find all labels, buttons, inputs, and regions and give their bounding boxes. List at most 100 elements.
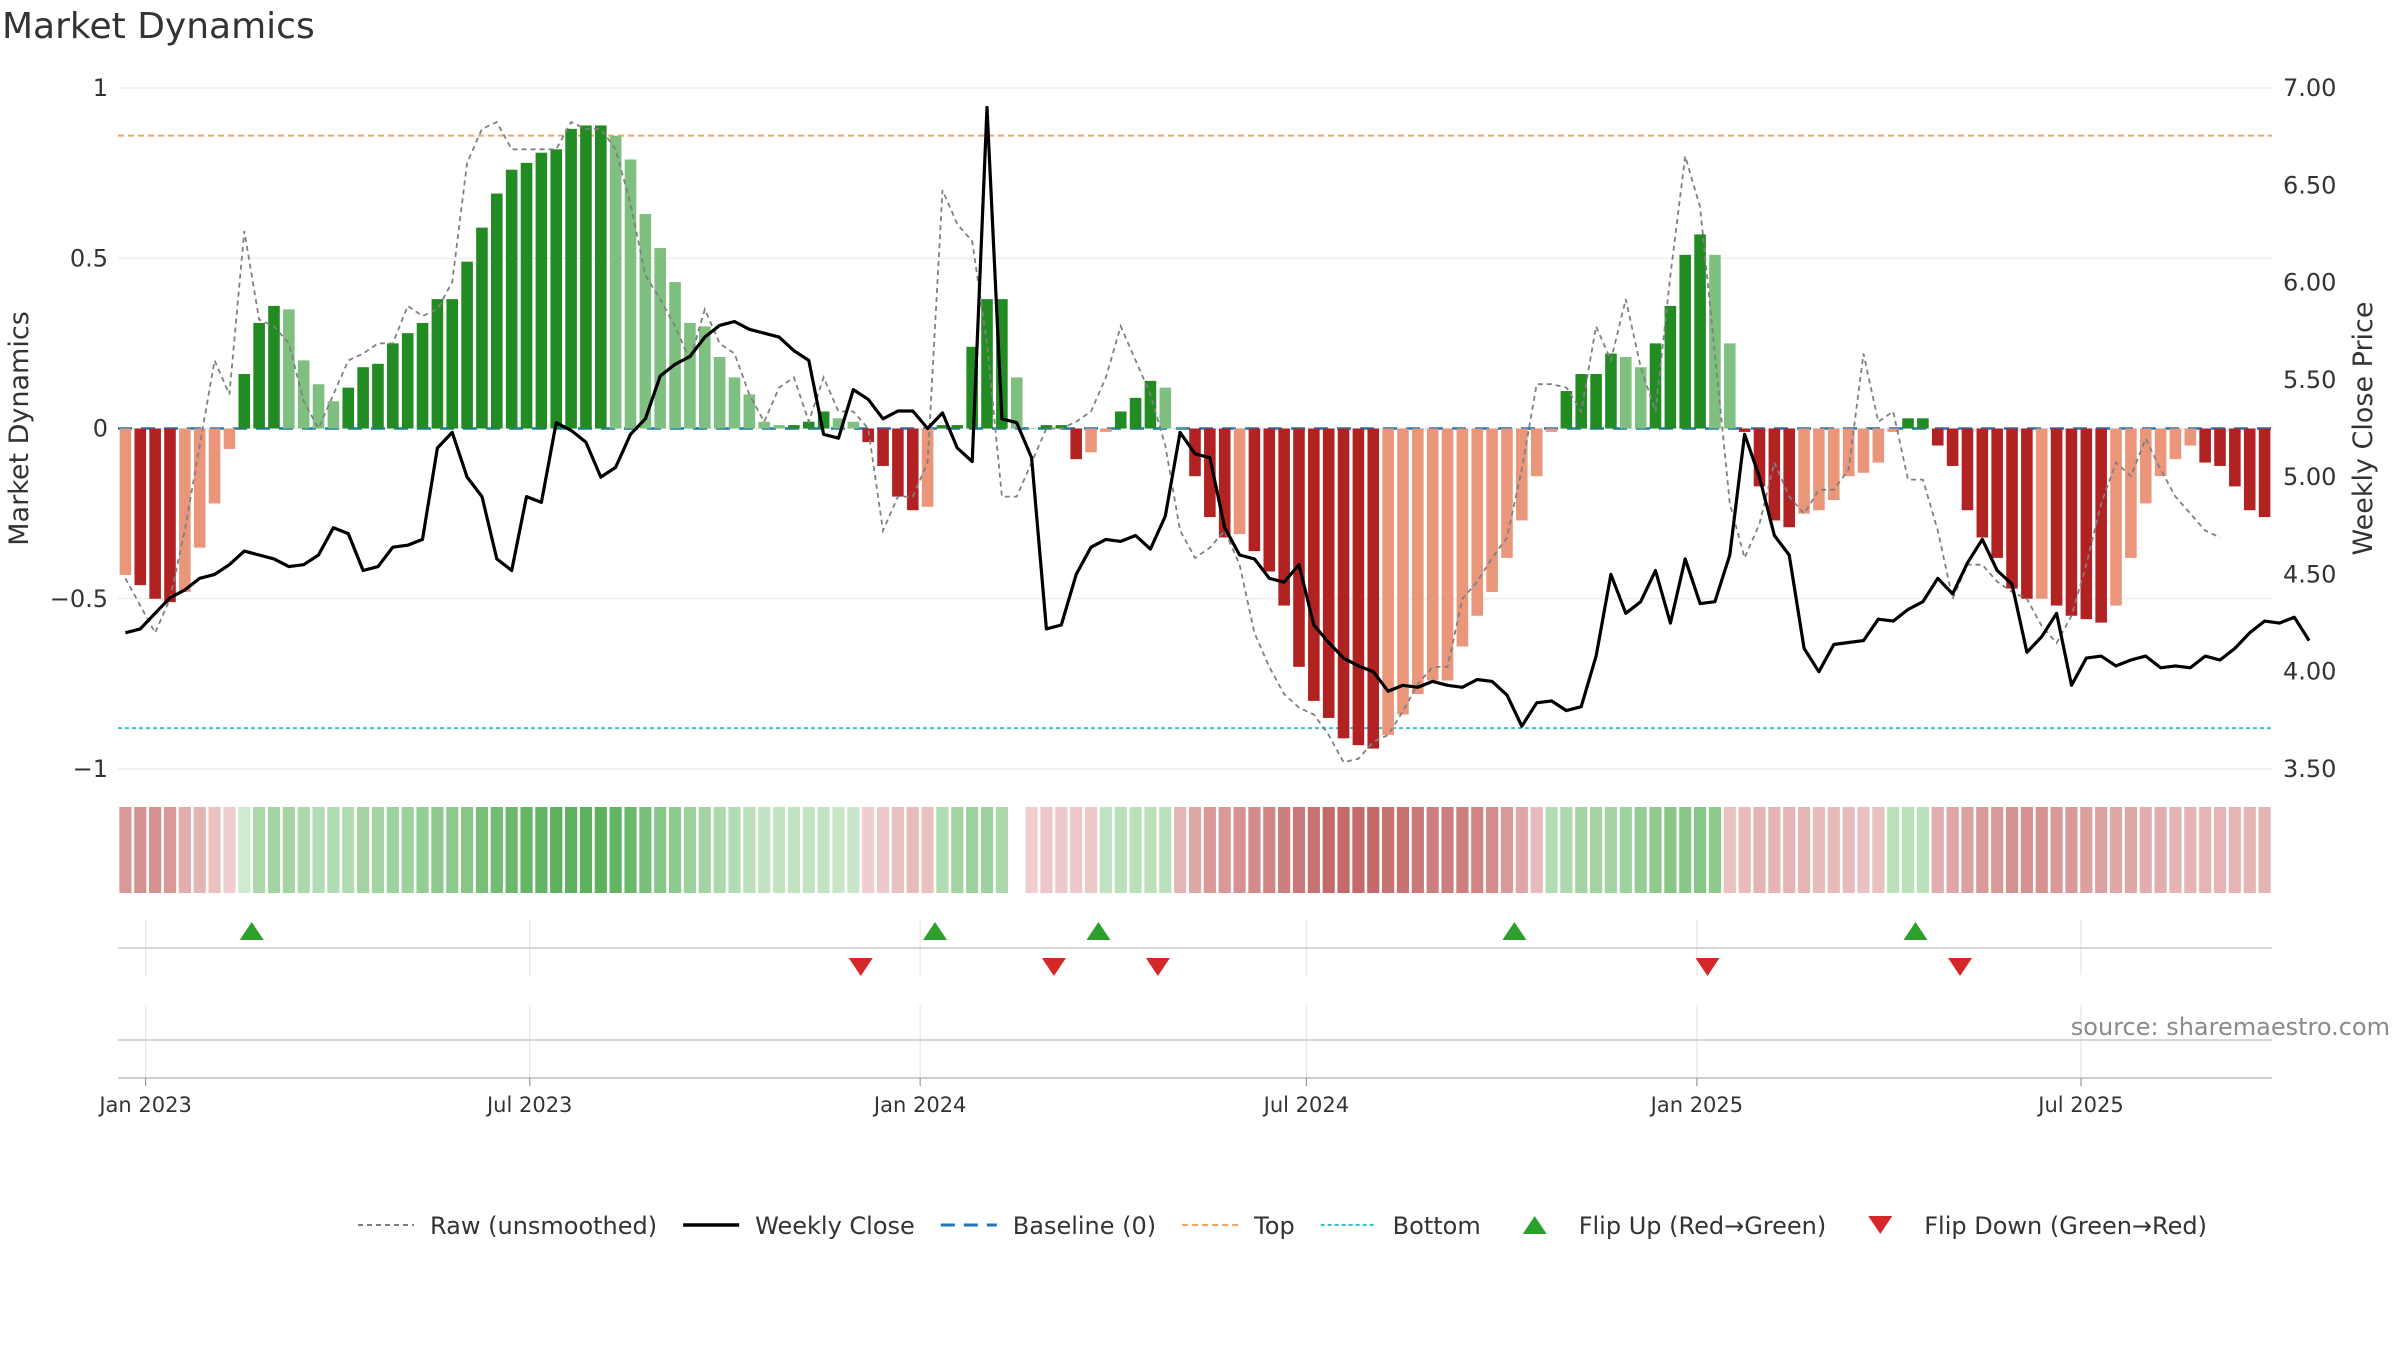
regime-cell — [1025, 807, 1038, 893]
bar — [1560, 391, 1573, 429]
flip-up-marker — [1502, 922, 1527, 940]
flip-markers — [239, 922, 1973, 976]
flip-up-marker — [1086, 922, 1111, 940]
chart-title: Market Dynamics — [2, 6, 315, 47]
bar — [312, 384, 325, 429]
regime-cell — [758, 807, 771, 893]
regime-cell — [1723, 807, 1736, 893]
bar — [1308, 428, 1320, 701]
regime-cell — [1931, 807, 1944, 893]
regime-cell — [1872, 807, 1885, 893]
regime-cell — [1857, 807, 1870, 893]
raw-series — [124, 120, 2221, 764]
bar — [609, 135, 622, 429]
legend-swatch — [1868, 1216, 1893, 1234]
x-tick-label: Jan 2023 — [97, 1093, 192, 1117]
regime-cell — [327, 807, 340, 893]
regime-cell — [238, 807, 251, 893]
bar — [1010, 377, 1023, 429]
bar — [1783, 428, 1796, 528]
regime-cell — [654, 807, 667, 893]
bar — [1367, 428, 1380, 749]
bar — [1204, 428, 1216, 518]
legend-label: Weekly Close — [755, 1212, 915, 1240]
bar — [1887, 428, 1899, 432]
regime-cell — [1797, 807, 1811, 893]
bar — [2184, 428, 2197, 446]
bar — [1590, 374, 1602, 429]
bar — [193, 428, 206, 548]
bar — [1174, 428, 1186, 429]
legend-label: Raw (unsmoothed) — [430, 1212, 657, 1240]
bar — [1723, 343, 1736, 429]
bar — [1129, 397, 1142, 429]
bar — [906, 428, 919, 511]
regime-cell — [1530, 807, 1543, 893]
x-tick-label: Jul 2024 — [1262, 1093, 1349, 1117]
regime-cell — [1486, 807, 1499, 893]
bar — [357, 367, 369, 429]
regime-cell — [1203, 807, 1216, 893]
bar — [238, 374, 251, 429]
regime-cell — [2243, 807, 2256, 893]
legend-label: Baseline (0) — [1013, 1212, 1156, 1240]
regime-cell — [193, 807, 206, 893]
regime-cell — [1753, 807, 1766, 893]
bar — [461, 261, 473, 429]
regime-cell — [1040, 807, 1053, 893]
regime-cell — [1575, 807, 1588, 893]
bar — [1516, 428, 1528, 521]
regime-cell — [357, 807, 370, 893]
regime-cell — [1708, 807, 1722, 893]
raw-line — [124, 120, 2221, 764]
regime-cell — [2213, 807, 2227, 893]
bar — [1233, 428, 1246, 535]
regime-cell — [936, 807, 949, 893]
bar — [387, 343, 399, 429]
bar — [1530, 428, 1543, 477]
y-left-tick-label: −0.5 — [50, 585, 108, 613]
regime-cell — [847, 807, 860, 893]
bar — [743, 394, 756, 429]
regime-cell — [1812, 807, 1826, 893]
regime-cell — [772, 807, 786, 893]
regime-cell — [1619, 807, 1632, 893]
bar — [1798, 428, 1810, 514]
regime-cell — [817, 807, 830, 893]
regime-cell — [1991, 807, 2004, 893]
regime-cell — [1545, 807, 1558, 893]
bar — [1649, 343, 1662, 429]
regime-cell — [1248, 807, 1261, 893]
regime-cell — [2095, 807, 2108, 893]
regime-cell — [1693, 807, 1707, 893]
regime-cell — [520, 807, 533, 893]
bar — [1248, 428, 1261, 552]
regime-cell — [149, 807, 162, 893]
regime-cell — [698, 807, 711, 893]
bar — [1961, 428, 1974, 511]
regime-cell — [1159, 807, 1172, 893]
bar — [119, 428, 132, 575]
regime-cell — [2035, 807, 2048, 893]
regime-cell — [1471, 807, 1484, 893]
regime-cell — [342, 807, 355, 893]
flip-down-marker — [1145, 958, 1170, 976]
bar — [2080, 428, 2093, 620]
bar — [2050, 428, 2063, 606]
legend-label: Bottom — [1393, 1212, 1481, 1240]
regime-cell — [1589, 807, 1603, 893]
legend-swatch — [1522, 1216, 1547, 1234]
bar — [520, 162, 533, 429]
y-right-tick-label: 6.00 — [2283, 269, 2336, 297]
regime-cell — [1887, 807, 1900, 893]
bar — [862, 428, 874, 443]
bar — [996, 299, 1008, 429]
bar — [1813, 428, 1825, 511]
regime-cell — [371, 807, 385, 893]
regime-cell — [2109, 807, 2123, 893]
legend-item-flip_down: Flip Down (Green→Red) — [1868, 1212, 2207, 1240]
bar — [2139, 428, 2152, 504]
bar — [1768, 428, 1781, 521]
bar — [1634, 367, 1647, 429]
bar — [1412, 428, 1424, 695]
